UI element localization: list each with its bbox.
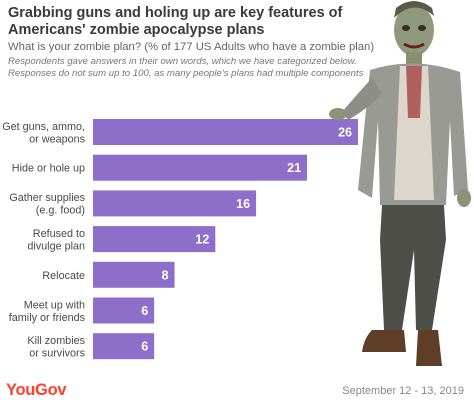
- category-label-4: Relocate: [42, 270, 85, 282]
- bar-4: [93, 261, 175, 288]
- bar-value-label-6: 6: [141, 340, 148, 354]
- bar-2: [93, 190, 257, 217]
- category-label-2: Gather supplies (e.g. food): [9, 192, 85, 217]
- survey-date: September 12 - 13, 2019: [342, 385, 464, 397]
- bar-value-label-4: 8: [162, 268, 169, 282]
- category-label-0: Get guns, ammo, or weapons: [2, 121, 85, 146]
- bar-5: [93, 297, 155, 324]
- yougov-logo: YouGov: [6, 381, 67, 399]
- bar-value-label-1: 21: [287, 161, 301, 175]
- category-label-5: Meet up with family or friends: [9, 299, 86, 324]
- bar-6: [93, 333, 155, 360]
- bar-value-label-2: 16: [236, 197, 250, 211]
- category-label-3: Refused to divulge plan: [27, 228, 85, 253]
- bar-value-label-0: 26: [338, 126, 352, 140]
- zombie-figure-illustration: [329, 1, 471, 366]
- category-label-1: Hide or hole up: [12, 163, 85, 175]
- bar-0: [93, 119, 358, 145]
- bar-1: [93, 154, 308, 181]
- chart-title: Grabbing guns and holing up are key feat…: [8, 5, 343, 38]
- chart-subtitle: What is your zombie plan? (% of 177 US A…: [8, 41, 375, 53]
- methodology-note-1: Respondents gave answers in their own wo…: [8, 56, 357, 67]
- bar-value-label-5: 6: [141, 304, 148, 318]
- bar-3: [93, 226, 216, 253]
- bar-value-label-3: 12: [195, 233, 209, 247]
- category-label-6: Kill zombies or survivors: [27, 335, 85, 360]
- methodology-note-2: Responses do not sum up to 100, as many …: [8, 68, 364, 79]
